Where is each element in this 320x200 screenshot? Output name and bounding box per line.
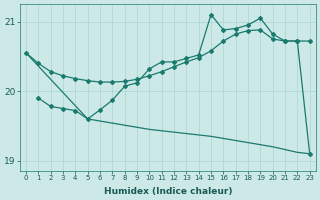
X-axis label: Humidex (Indice chaleur): Humidex (Indice chaleur) — [104, 187, 232, 196]
